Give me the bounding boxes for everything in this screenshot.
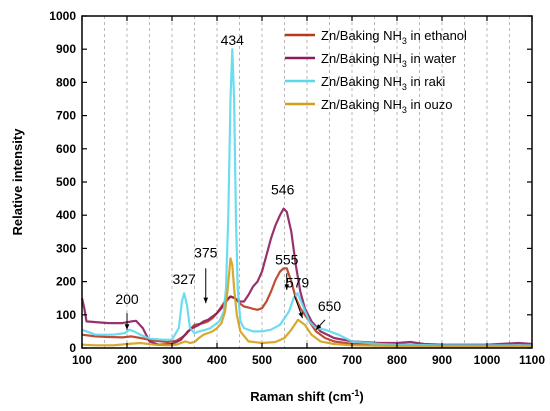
x-tick-label: 300 (162, 353, 182, 367)
tick-layer: 100 200 300 400 500 600 700 800 900 1000 110001002… (49, 9, 545, 367)
legend-label-2: Zn/Baking NH3 in water (321, 51, 457, 69)
x-axis-title: Raman shift (cm-1) (250, 388, 364, 404)
y-axis-title: Relative intensity (10, 128, 25, 236)
y-tick-label: 300 (56, 241, 76, 255)
series-line-4 (81, 257, 532, 348)
x-tick-label: 1100 (519, 353, 545, 367)
x-tick-label: 200 (117, 353, 137, 367)
legend-label-4: Zn/Baking NH3 in ouzo (321, 97, 452, 115)
series-line-2 (80, 207, 533, 346)
x-tick-label: 100 (72, 353, 92, 367)
annotation-arrowhead (124, 324, 130, 330)
annotation-arrowhead (284, 284, 290, 290)
legend-label-3: Zn/Baking NH3 in raki (321, 74, 445, 92)
legend-label-1: Zn/Baking NH3 in ethanol (321, 28, 467, 46)
series-layer (80, 48, 533, 348)
peak-label: 546 (271, 182, 295, 198)
x-tick-label: 1000 (474, 353, 501, 367)
x-tick-label: 800 (387, 353, 407, 367)
x-tick-label: 600 (297, 353, 317, 367)
peak-label: 579 (286, 275, 310, 291)
y-tick-label: 900 (56, 42, 76, 56)
x-tick-label: 500 (252, 353, 272, 367)
annotation-layer: 434 546 375 327 555 579 650 200 (115, 32, 342, 331)
legend: Zn/Baking NH3 in ethanol Zn/Baking NH3 in… (285, 28, 467, 115)
series-line-3 (81, 48, 532, 347)
annotation-arrowhead (298, 312, 303, 319)
y-tick-label: 700 (56, 109, 76, 123)
annotation-arrowhead (316, 324, 322, 330)
y-tick-label: 200 (56, 275, 76, 289)
x-tick-label: 700 (342, 353, 362, 367)
y-tick-label: 100 (56, 308, 76, 322)
peak-label: 375 (194, 245, 218, 261)
y-tick-label: 0 (69, 341, 76, 355)
annotation-arrowhead (203, 297, 209, 304)
y-tick-label: 400 (56, 208, 76, 222)
y-tick-label: 600 (56, 142, 76, 156)
grid-layer (104, 16, 510, 348)
peak-label: 650 (318, 298, 342, 314)
y-tick-label: 800 (56, 75, 76, 89)
y-tick-label: 500 (56, 175, 76, 189)
x-tick-label: 400 (207, 353, 227, 367)
peak-label: 434 (221, 32, 245, 48)
peak-label: 327 (172, 271, 196, 287)
y-tick-label: 1000 (49, 9, 76, 23)
peak-label: 555 (275, 251, 299, 267)
peak-label: 200 (115, 291, 139, 307)
x-tick-label: 900 (432, 353, 452, 367)
